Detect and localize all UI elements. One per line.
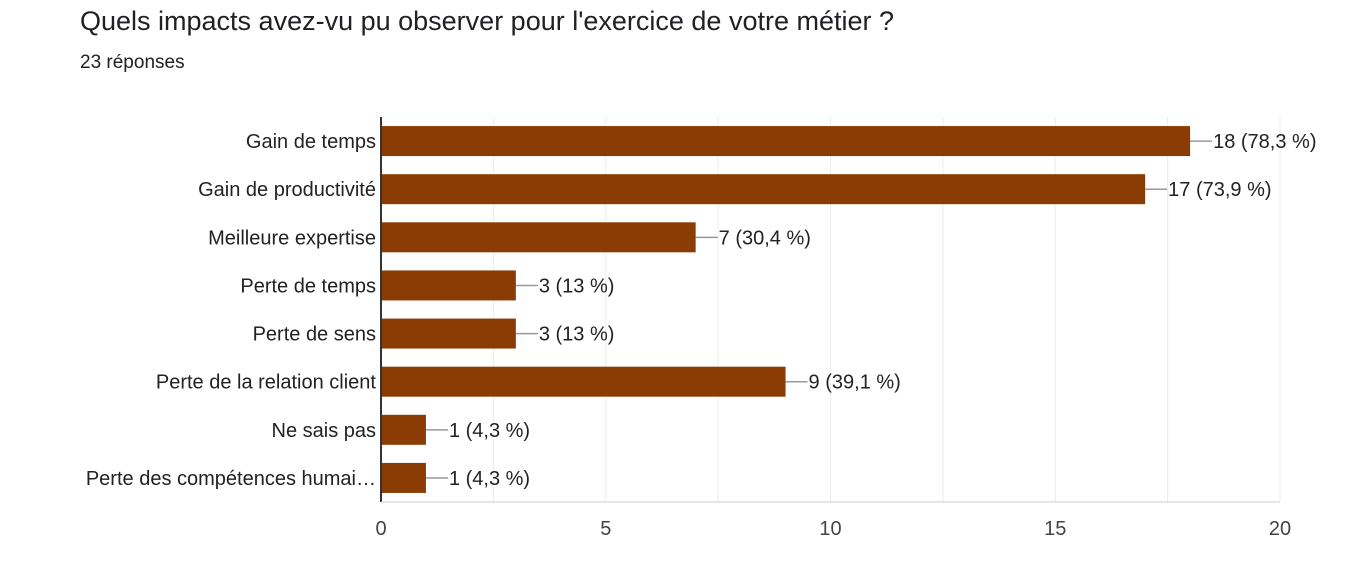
- data-label: 3 (13 %): [539, 275, 615, 297]
- bar: [381, 222, 696, 253]
- bars: [381, 126, 1191, 493]
- bar: [381, 414, 426, 445]
- category-label: Perte des compétences humai…: [86, 468, 376, 490]
- labels: 18 (78,3 %) Gain de temps 17 (73,9 %) Gain …: [86, 131, 1317, 540]
- bar: [381, 270, 516, 301]
- bar: [381, 318, 516, 349]
- category-label: Gain de productivité: [198, 179, 376, 201]
- x-tick-label: 5: [600, 518, 611, 540]
- category-label: Perte de temps: [240, 275, 376, 297]
- data-label: 1 (4,3 %): [449, 420, 530, 442]
- category-label: Ne sais pas: [272, 420, 377, 442]
- question-title: Quels impacts avez-vu pu observer pour l…: [80, 6, 895, 36]
- category-label: Perte de sens: [253, 324, 376, 346]
- axes: [380, 117, 1280, 503]
- bar: [381, 462, 426, 493]
- data-label: 1 (4,3 %): [449, 468, 530, 490]
- category-label: Perte de la relation client: [156, 372, 377, 394]
- x-tick-label: 20: [1269, 518, 1291, 540]
- category-label: Gain de temps: [246, 131, 376, 153]
- data-label: 7 (30,4 %): [719, 227, 811, 249]
- bar: [381, 126, 1191, 157]
- x-tick-label: 10: [819, 518, 841, 540]
- data-label: 3 (13 %): [539, 324, 615, 346]
- response-count: 23 réponses: [80, 52, 185, 73]
- data-label: 18 (78,3 %): [1213, 131, 1316, 153]
- category-label: Meilleure expertise: [208, 227, 376, 249]
- x-tick-label: 15: [1044, 518, 1066, 540]
- data-label: 17 (73,9 %): [1168, 179, 1271, 201]
- bar: [381, 174, 1146, 205]
- data-label: 9 (39,1 %): [809, 372, 901, 394]
- x-tick-label: 0: [375, 518, 386, 540]
- bar: [381, 366, 786, 397]
